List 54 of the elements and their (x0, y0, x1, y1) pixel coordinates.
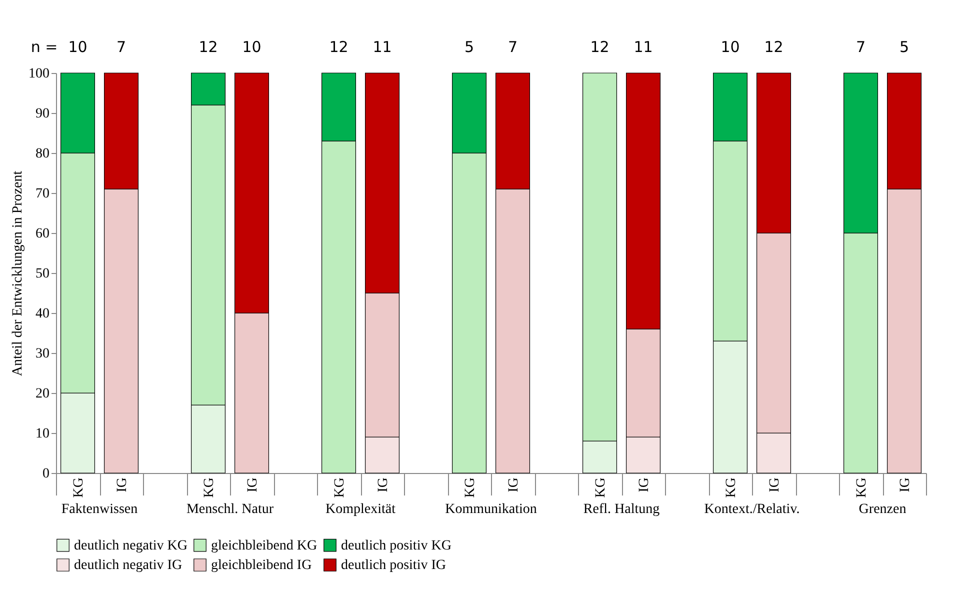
x-tick-label: KG (593, 478, 608, 498)
y-tick-label: 10 (36, 426, 50, 442)
legend-label: deutlich negativ IG (74, 558, 182, 573)
text: Faktenwissen (61, 502, 138, 517)
text: 12 (198, 38, 218, 56)
text: Kommunikation (445, 502, 537, 517)
text: 11 (634, 38, 653, 56)
text: 5 (464, 38, 474, 56)
text: 7 (116, 38, 126, 56)
text: Kontext./Relativ. (704, 502, 800, 517)
text: 7 (856, 38, 866, 56)
x-tick-label: KG (71, 478, 86, 498)
legend-label: gleichbleibend IG (211, 558, 312, 573)
y-tick-label: 100 (28, 66, 50, 82)
x-tick-label: IG (767, 478, 782, 492)
y-tick-label: 0 (42, 466, 50, 482)
text: Grenzen (858, 502, 906, 517)
y-tick-label: 40 (36, 306, 50, 322)
text: 12 (764, 38, 784, 56)
text: 11 (372, 38, 392, 56)
y-tick-label: 30 (36, 346, 50, 362)
y-tick-label: 50 (36, 266, 50, 282)
x-tick-label: KG (332, 478, 348, 498)
x-tick-label: IG (636, 478, 652, 492)
y-tick-label: 90 (36, 106, 50, 122)
text: Menschl. Natur (186, 502, 274, 517)
text: 12 (590, 38, 610, 56)
text: 10 (720, 38, 740, 56)
text: Komplexität (326, 502, 396, 517)
x-tick-label: IG (114, 478, 130, 492)
text: Refl. Haltung (583, 502, 660, 517)
x-tick-label: KG (854, 478, 870, 498)
y-tick-label: 70 (36, 186, 50, 202)
text: 12 (329, 38, 348, 56)
y-tick-label: 80 (36, 146, 50, 162)
legend-label: deutlich positiv KG (341, 538, 452, 554)
text: 5 (899, 38, 910, 56)
x-tick-label: IG (245, 478, 260, 492)
y-axis-title: Anteil der Entwicklungen in Prozent (10, 170, 26, 376)
legend-label: deutlich negativ KG (74, 538, 188, 554)
text: 7 (508, 38, 518, 56)
x-tick-label: IG (506, 478, 522, 492)
legend-label: deutlich positiv IG (341, 558, 446, 573)
x-tick-label: KG (462, 478, 478, 498)
text: 10 (242, 38, 262, 56)
legend-label: gleichbleibend KG (211, 538, 318, 554)
y-tick-label: 20 (36, 386, 50, 402)
x-tick-label: IG (898, 478, 913, 492)
text: 10 (68, 38, 88, 56)
y-tick-label: 60 (36, 226, 50, 242)
x-tick-label: IG (376, 478, 391, 492)
x-tick-label: KG (724, 478, 739, 498)
x-tick-label: KG (202, 478, 217, 498)
text: n = (30, 38, 58, 56)
